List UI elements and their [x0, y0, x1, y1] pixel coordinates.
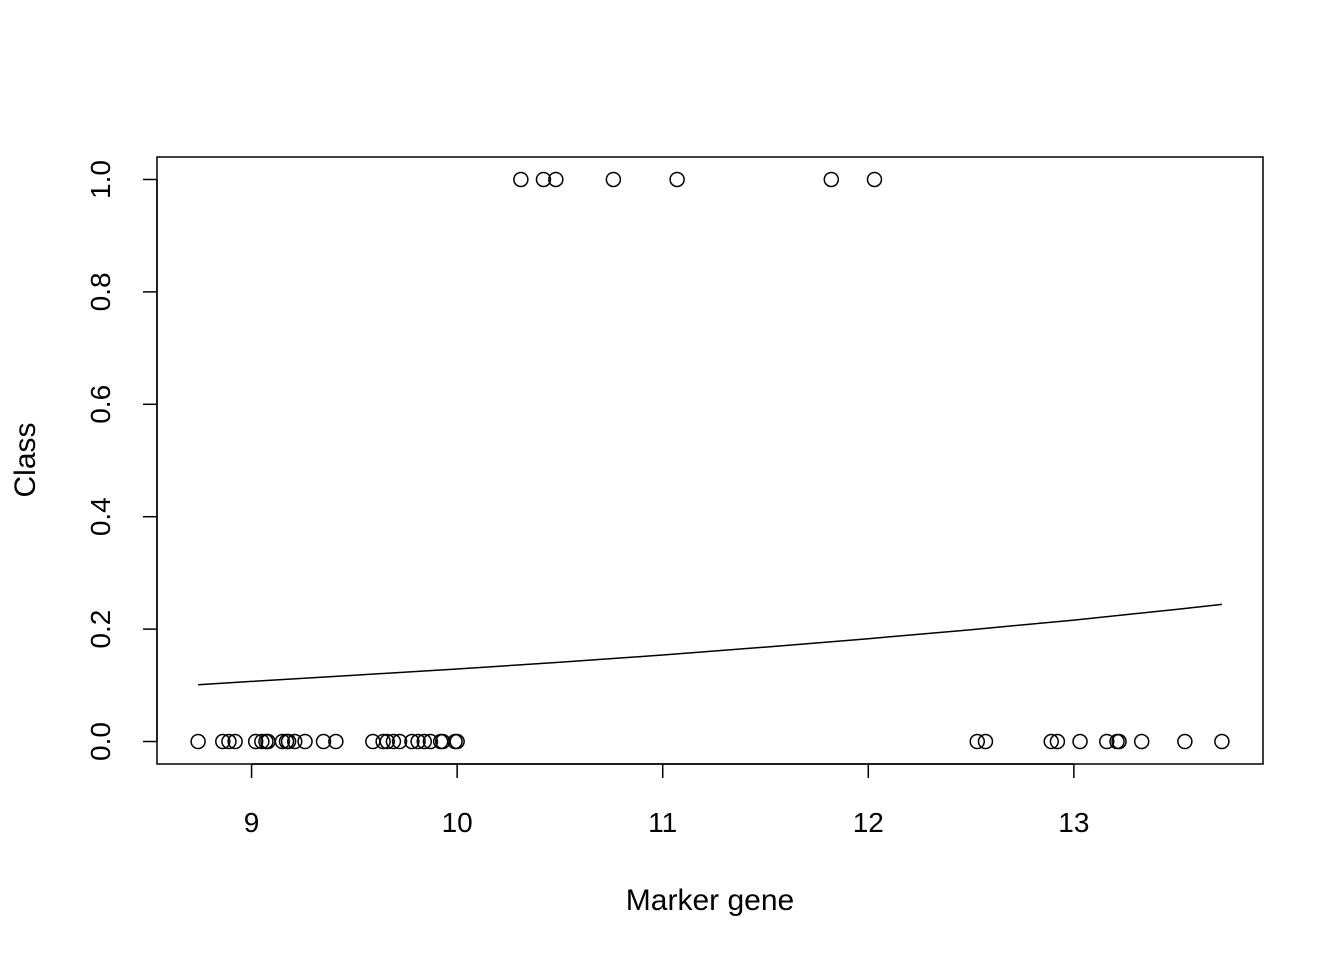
y-tick-label: 0.0 [85, 722, 116, 761]
data-point [375, 733, 391, 750]
x-axis: 9 10 11 12 13 [244, 763, 1089, 838]
data-point [215, 733, 231, 750]
data-point [274, 733, 291, 750]
x-axis-label: Marker gene [626, 884, 794, 917]
data-point [315, 733, 332, 750]
data-point [221, 733, 237, 750]
data-point [404, 733, 420, 750]
data-point [391, 733, 408, 750]
x-tick-label: 13 [1058, 807, 1089, 838]
data-point [297, 733, 313, 750]
y-tick-label: 0.6 [85, 385, 116, 424]
data-point [823, 171, 840, 188]
data-points [190, 171, 1230, 750]
data-point [190, 733, 206, 750]
data-point [247, 733, 264, 750]
data-point [286, 733, 303, 750]
data-point [1177, 733, 1193, 750]
y-tick-label: 0.2 [85, 610, 116, 649]
data-point [328, 733, 344, 750]
data-point [513, 171, 529, 188]
data-point [669, 171, 685, 188]
y-tick-label: 0.8 [85, 272, 116, 311]
x-tick-label: 11 [648, 807, 677, 838]
data-point [1043, 733, 1060, 750]
y-axis-label: Class [9, 422, 42, 497]
fitted-logistic-curve [198, 603, 1222, 686]
data-point [1214, 733, 1230, 750]
data-point [227, 733, 243, 750]
data-point [1099, 733, 1115, 750]
data-point [1133, 733, 1150, 750]
data-point [605, 171, 622, 188]
data-point [977, 733, 994, 750]
x-tick-label: 9 [244, 807, 260, 838]
data-point [410, 733, 426, 750]
data-point [280, 733, 297, 750]
data-point [969, 733, 985, 750]
data-point [422, 733, 439, 750]
y-axis: 0.0 0.2 0.4 0.6 0.8 1.0 [85, 160, 158, 761]
y-tick-label: 0.4 [85, 497, 116, 536]
data-point [535, 171, 552, 188]
data-point [254, 733, 270, 750]
x-tick-label: 12 [853, 807, 884, 838]
data-point [385, 733, 402, 750]
data-point [1111, 733, 1127, 750]
data-point [449, 733, 465, 750]
plot-frame [156, 156, 1264, 765]
data-point [866, 171, 883, 188]
data-point [379, 733, 395, 750]
data-point [416, 733, 432, 750]
data-point [1072, 733, 1088, 750]
data-point [548, 171, 564, 188]
x-tick-label: 10 [442, 807, 473, 838]
y-tick-label: 1.0 [85, 160, 116, 199]
data-point [1049, 733, 1066, 750]
